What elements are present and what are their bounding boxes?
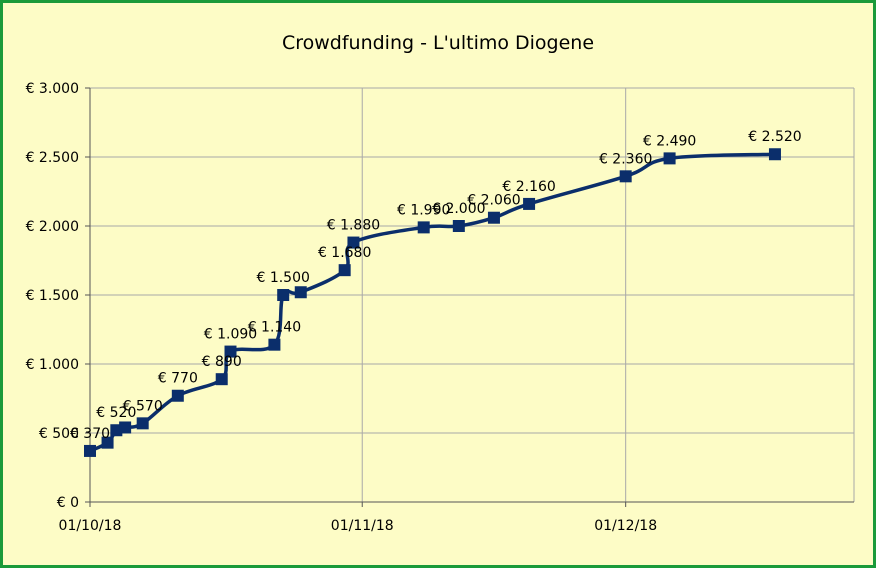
data-label: € 1.990 <box>397 202 450 218</box>
data-point <box>277 289 290 301</box>
data-label: € 1.680 <box>318 245 371 261</box>
data-label: € 2.060 <box>467 193 520 209</box>
chart-title: Crowdfunding - L'ultimo Diogene <box>282 32 594 54</box>
data-point <box>268 338 281 351</box>
axes: € 0 € 500 € 1.000 € 1.500 € 2.000 € 2.500 € 3.… <box>26 81 854 534</box>
data-label: € 2.000 <box>432 201 485 217</box>
data-label: € 1.880 <box>327 218 380 234</box>
data-label: € 2.160 <box>502 179 555 195</box>
y-tick-label: € 3.000 <box>26 81 79 97</box>
data-point <box>338 264 351 277</box>
data-labels: € 370 € 520€ 570 € 770€ 890 € 1.090€ 1.140 €… <box>70 129 802 442</box>
x-tick-label: 01/12/18 <box>594 518 657 534</box>
data-label: € 1.090 <box>204 327 257 343</box>
data-point <box>101 436 114 449</box>
series-line <box>89 152 776 453</box>
data-point <box>417 221 430 234</box>
data-label: € 890 <box>202 354 242 370</box>
data-point <box>523 197 536 210</box>
data-point <box>619 170 632 183</box>
data-point <box>768 148 781 161</box>
data-point <box>487 211 500 224</box>
y-tick-label: € 500 <box>39 426 79 442</box>
data-point <box>215 373 228 386</box>
grid-lines <box>90 87 855 502</box>
y-tick-label: € 2.000 <box>26 219 79 235</box>
x-tick-label: 01/10/18 <box>59 518 122 534</box>
data-point <box>136 417 149 430</box>
data-markers <box>84 148 781 457</box>
x-tick-label: 01/11/18 <box>331 518 394 534</box>
series-path <box>89 152 776 453</box>
data-label: € 1.500 <box>256 270 309 286</box>
data-point <box>663 152 676 165</box>
y-tick-label: € 1.000 <box>26 357 79 373</box>
data-label: € 1.140 <box>248 320 301 336</box>
data-point <box>452 220 465 232</box>
data-label: € 2.360 <box>599 151 652 167</box>
data-label: € 370 <box>70 426 110 442</box>
data-label: € 2.520 <box>748 129 801 145</box>
data-point <box>224 345 237 358</box>
data-point <box>119 421 132 434</box>
data-point <box>84 444 96 457</box>
data-label: € 2.490 <box>643 133 696 149</box>
data-label: € 770 <box>158 371 198 387</box>
data-label: € 520 <box>96 405 136 421</box>
data-label: € 570 <box>123 398 163 414</box>
data-point <box>171 389 184 402</box>
data-point <box>347 236 360 249</box>
y-tick-label: € 1.500 <box>26 288 79 304</box>
data-point <box>294 286 307 299</box>
y-tick-label: € 0 <box>57 495 79 511</box>
y-tick-label: € 2.500 <box>26 150 79 166</box>
